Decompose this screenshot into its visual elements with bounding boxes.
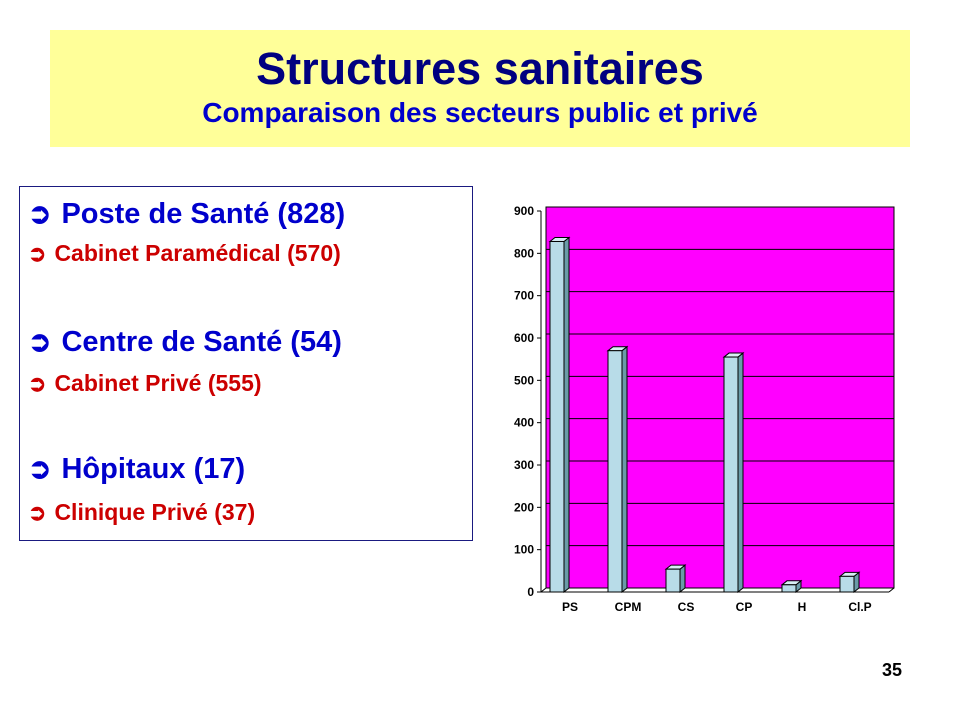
facility-list: ➲ Poste de Santé (828) ➲ Cabinet Paramédic… — [19, 186, 473, 541]
bar — [839, 575, 855, 593]
y-tick-label: 300 — [514, 458, 534, 472]
circled-right-arrow-icon: ➲ — [28, 500, 47, 525]
x-tick-label: CS — [678, 600, 695, 614]
x-tick-label: PS — [562, 600, 578, 614]
title-banner: Structures sanitaires Comparaison des se… — [50, 30, 910, 147]
axis-corner — [888, 587, 895, 593]
bar-side — [563, 236, 570, 594]
y-tick-label: 600 — [514, 331, 534, 345]
bar-side — [621, 345, 628, 594]
page-subtitle: Comparaison des secteurs public et privé — [202, 97, 758, 128]
list-item-label: Centre de Santé (54) — [61, 326, 342, 358]
bar — [723, 356, 739, 593]
x-tick-label: CP — [736, 600, 753, 614]
list-item-label: Hôpitaux (17) — [61, 453, 246, 485]
circled-right-arrow-icon: ➲ — [28, 453, 52, 484]
y-tick-label: 700 — [514, 289, 534, 303]
circled-right-arrow-icon: ➲ — [28, 371, 47, 396]
list-item-label: Poste de Santé (828) — [61, 198, 346, 230]
circled-right-arrow-icon: ➲ — [28, 326, 52, 357]
circled-right-arrow-icon: ➲ — [28, 241, 47, 266]
bar — [781, 584, 797, 593]
y-tick-label: 400 — [514, 416, 534, 430]
y-tick-label: 900 — [514, 204, 534, 218]
x-tick-label: H — [798, 600, 807, 614]
list-item-label: Cabinet Privé (555) — [54, 370, 262, 396]
circled-right-arrow-icon: ➲ — [28, 198, 52, 229]
plot-area — [545, 206, 895, 589]
list-item: ➲ Cabinet Privé (555) — [28, 370, 262, 397]
bar-side — [737, 352, 744, 594]
list-item: ➲ Poste de Santé (828) — [28, 197, 345, 231]
x-tick-label: Cl.P — [848, 600, 871, 614]
list-item: ➲ Centre de Santé (54) — [28, 325, 342, 359]
y-tick-label: 100 — [514, 543, 534, 557]
list-item: ➲ Cabinet Paramédical (570) — [28, 240, 341, 267]
axis-corner — [540, 587, 547, 593]
bar — [607, 350, 623, 593]
list-item-label: Cabinet Paramédical (570) — [54, 240, 341, 266]
bar — [549, 240, 565, 593]
x-tick-label: CPM — [615, 600, 642, 614]
y-tick-label: 500 — [514, 373, 534, 387]
page-title: Structures sanitaires — [256, 43, 704, 94]
bar-chart: 0 100 200 300 400 500 600 700 800 900 PS CPM CS CP H Cl… — [514, 204, 895, 614]
list-item: ➲ Hôpitaux (17) — [28, 452, 245, 486]
page-number: 35 — [881, 660, 902, 680]
bar — [665, 568, 681, 593]
list-item: ➲ Clinique Privé (37) — [28, 499, 255, 526]
y-tick-label: 800 — [514, 246, 534, 260]
list-item-label: Clinique Privé (37) — [54, 499, 256, 525]
y-tick-label: 200 — [514, 500, 534, 514]
y-tick-label: 0 — [527, 585, 534, 599]
